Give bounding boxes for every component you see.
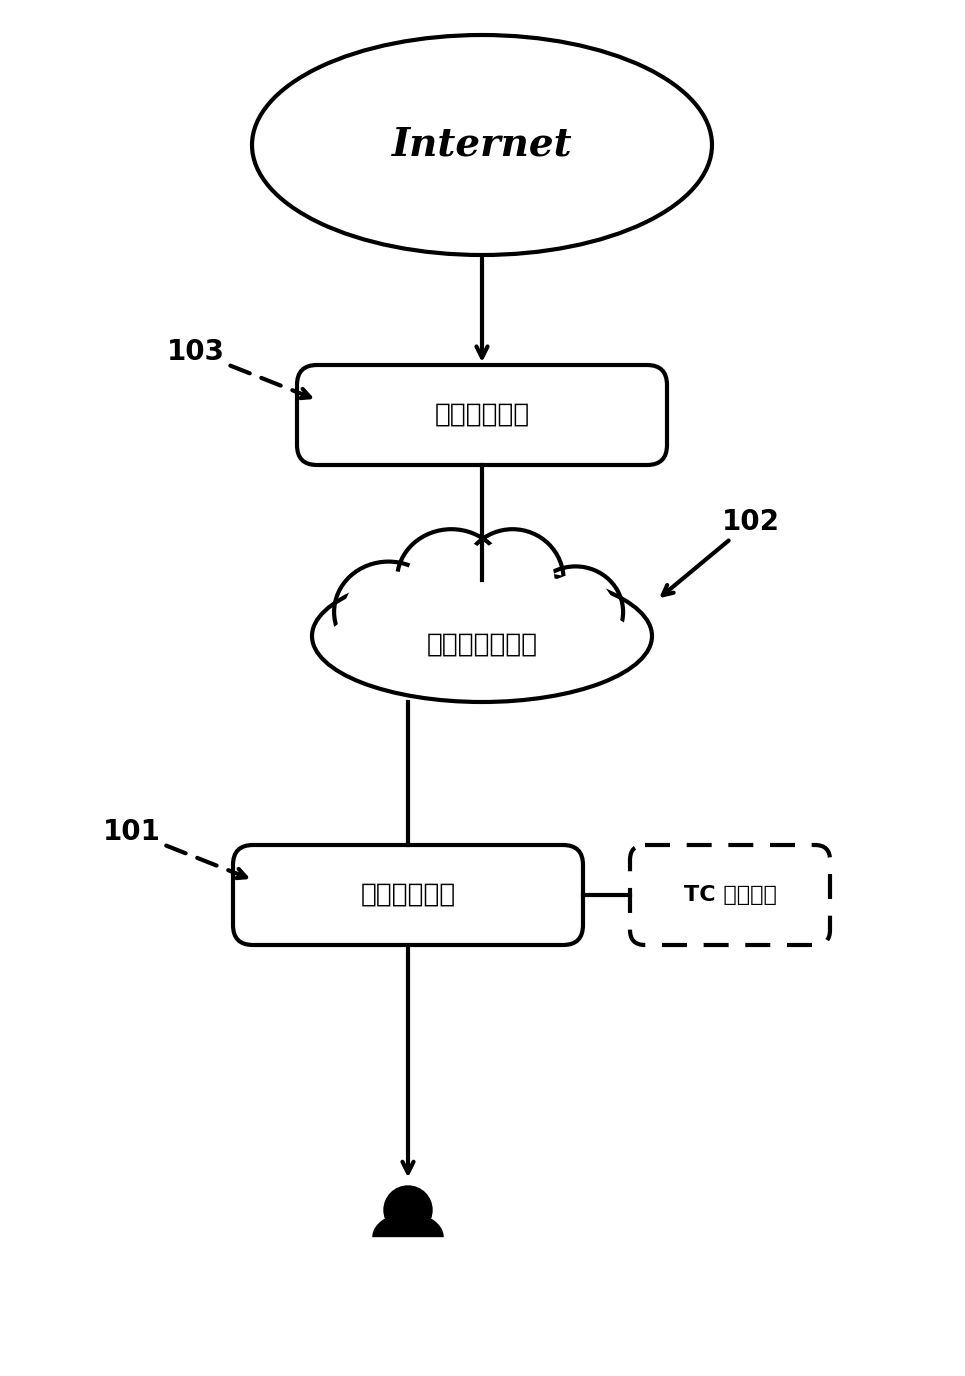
Ellipse shape bbox=[537, 575, 615, 649]
Text: 异构无线接入网: 异构无线接入网 bbox=[427, 632, 538, 658]
Text: 第二传输单元: 第二传输单元 bbox=[434, 402, 530, 428]
Text: 102: 102 bbox=[663, 508, 780, 596]
FancyBboxPatch shape bbox=[297, 365, 667, 465]
Circle shape bbox=[383, 1185, 432, 1234]
FancyBboxPatch shape bbox=[630, 845, 830, 945]
Ellipse shape bbox=[334, 561, 443, 662]
Polygon shape bbox=[372, 1212, 444, 1237]
Ellipse shape bbox=[461, 530, 564, 630]
Ellipse shape bbox=[528, 567, 623, 658]
Ellipse shape bbox=[325, 593, 639, 695]
Text: 103: 103 bbox=[167, 338, 310, 398]
Ellipse shape bbox=[407, 538, 496, 621]
Ellipse shape bbox=[312, 570, 652, 702]
Ellipse shape bbox=[344, 571, 433, 654]
Text: 101: 101 bbox=[103, 817, 246, 878]
FancyBboxPatch shape bbox=[233, 845, 583, 945]
Text: TC 调度模块: TC 调度模块 bbox=[683, 885, 777, 905]
Ellipse shape bbox=[471, 538, 555, 621]
Text: Internet: Internet bbox=[392, 127, 572, 164]
Ellipse shape bbox=[397, 530, 506, 630]
Ellipse shape bbox=[252, 34, 712, 255]
Text: 第一传输单元: 第一传输单元 bbox=[360, 882, 455, 908]
